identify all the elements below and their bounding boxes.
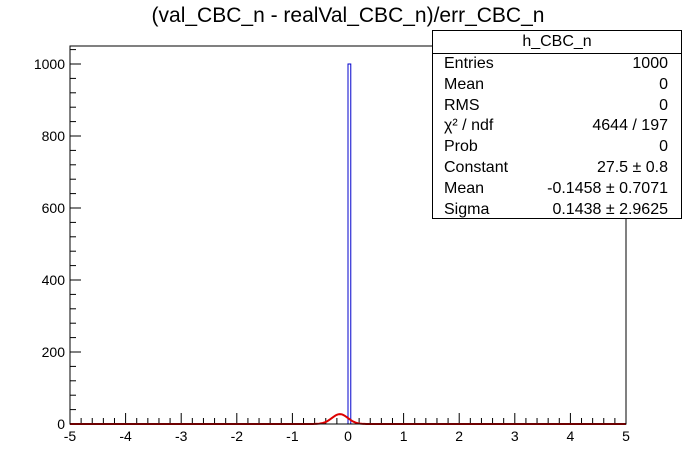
- y-tick-label: 600: [42, 200, 66, 216]
- y-tick-label: 0: [57, 416, 65, 432]
- stats-rows: Entries 1000 Mean 0 RMS 0 χ² / ndf 4644 / 197 Pr…: [433, 54, 681, 220]
- x-tick-label: -4: [119, 428, 132, 444]
- stats-row: Sigma 0.1438 ± 2.9625: [433, 200, 681, 221]
- stats-label: Entries: [444, 55, 494, 72]
- stats-label: Prob: [444, 138, 478, 156]
- x-tick-label: 3: [511, 428, 519, 444]
- x-tick-label: 1: [400, 428, 408, 444]
- plot-frame: [69, 45, 627, 425]
- y-tick-label: 1000: [34, 56, 65, 72]
- stats-label: χ² / ndf: [444, 117, 494, 135]
- tick-labels: -5 -4 -3 -2 -1 0 1 2 3 4 5 0 200 400 600 800 1000: [34, 56, 630, 444]
- x-tick-label: 0: [344, 428, 352, 444]
- stats-value: 0: [659, 96, 668, 114]
- chart-title: (val_CBC_n - realVal_CBC_n)/err_CBC_n: [151, 4, 545, 27]
- stats-row: Prob 0: [433, 137, 681, 158]
- stats-value: 0: [659, 75, 668, 93]
- stats-row: Constant 27.5 ± 0.8: [433, 158, 681, 179]
- x-tick-label: -2: [231, 428, 244, 444]
- x-tick-label: -1: [286, 428, 299, 444]
- stats-value: 4644 / 197: [592, 117, 668, 135]
- x-tick-label: -5: [64, 428, 77, 444]
- histogram-bars: [347, 63, 352, 425]
- x-tick-label: -3: [175, 428, 188, 444]
- stats-value: 0.1438 ± 2.9625: [552, 200, 668, 218]
- stats-row: RMS 0: [433, 96, 681, 117]
- stats-box-title: h_CBC_n: [433, 31, 681, 54]
- stats-value: 27.5 ± 0.8: [596, 158, 668, 176]
- stats-label: RMS: [444, 96, 480, 114]
- stats-row: Entries 1000: [433, 54, 681, 75]
- y-tick-label: 800: [42, 128, 66, 144]
- x-tick-label: 2: [455, 428, 463, 444]
- stats-box: h_CBC_n Entries 1000 Mean 0 RMS 0 χ² / ndf 4644…: [432, 30, 682, 219]
- stats-label: Mean: [444, 75, 485, 93]
- stats-row: Mean -0.1458 ± 0.7071: [433, 179, 681, 200]
- stats-value: 1000: [632, 55, 668, 72]
- x-tick-label: 4: [567, 428, 575, 444]
- stats-row: χ² / ndf 4644 / 197: [433, 116, 681, 137]
- stats-value: -0.1458 ± 0.7071: [547, 179, 668, 197]
- stats-label: Sigma: [444, 200, 490, 218]
- histogram-bar: [347, 63, 352, 425]
- plot-frame-rect: [69, 45, 627, 425]
- y-tick-label: 200: [42, 344, 66, 360]
- stats-label: Constant: [444, 158, 509, 176]
- stats-row: Mean 0: [433, 75, 681, 96]
- y-tick-label: 400: [42, 272, 66, 288]
- x-tick-label: 5: [622, 428, 630, 444]
- stats-value: 0: [659, 138, 668, 156]
- stats-label: Mean: [444, 179, 485, 197]
